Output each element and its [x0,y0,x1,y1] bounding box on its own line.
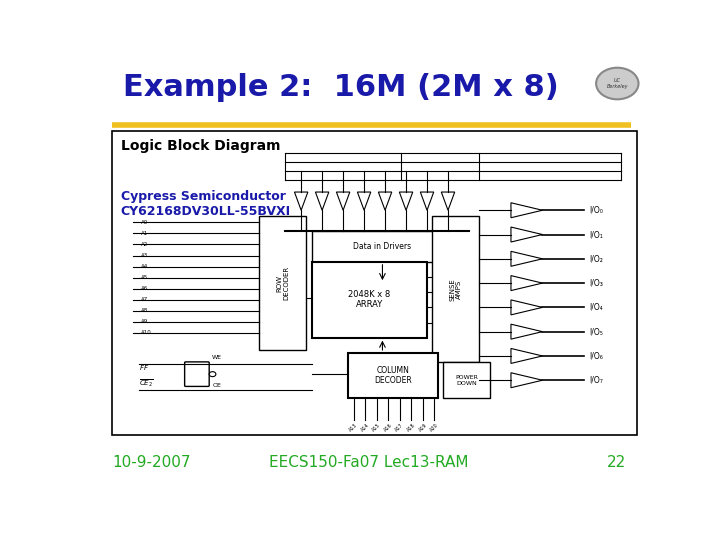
Text: $\overline{FF}$: $\overline{FF}$ [138,363,149,373]
Text: SENSE
AMPS: SENSE AMPS [449,278,462,301]
Text: A7: A7 [141,297,148,302]
Text: A6: A6 [141,286,148,291]
Text: Data in Drivers: Data in Drivers [354,242,412,251]
Text: Logic Block Diagram: Logic Block Diagram [121,139,280,153]
Text: A20: A20 [429,423,439,433]
Text: 2048K x 8
ARRAY: 2048K x 8 ARRAY [348,290,390,309]
Text: A18: A18 [406,423,416,433]
Text: I/O₆: I/O₆ [590,352,603,360]
Text: A10: A10 [141,330,152,335]
Text: POWER
DOWN: POWER DOWN [455,375,478,386]
Text: A4: A4 [141,264,148,269]
Text: 22: 22 [606,455,626,470]
Bar [312,232,454,262]
Text: I/O₀: I/O₀ [590,206,603,215]
Text: A14: A14 [360,423,370,433]
Text: A0: A0 [141,220,148,225]
Text: I/O₇: I/O₇ [590,376,603,384]
Text: EECS150-Fa07 Lec13-RAM: EECS150-Fa07 Lec13-RAM [269,455,469,470]
Text: OE: OE [213,383,222,388]
Text: A3: A3 [141,253,148,258]
Text: I/O₂: I/O₂ [590,254,603,264]
Text: A9: A9 [141,319,148,324]
Text: A1: A1 [141,231,148,236]
Text: A5: A5 [141,275,148,280]
Text: I/O₅: I/O₅ [590,327,603,336]
Text: A13: A13 [348,423,359,433]
Text: UC
Berkeley: UC Berkeley [606,78,628,89]
Bar [432,217,480,362]
Text: I/O₃: I/O₃ [590,279,603,288]
Bar [443,362,490,399]
Circle shape [596,68,639,99]
Text: Example 2:  16M (2M x 8): Example 2: 16M (2M x 8) [124,73,559,102]
Bar [312,262,427,338]
Text: I/O₄: I/O₄ [590,303,603,312]
Bar [259,217,307,350]
Text: 10-9-2007: 10-9-2007 [112,455,191,470]
Text: A8: A8 [141,308,148,313]
Text: $\overline{CE_2}$: $\overline{CE_2}$ [138,377,153,389]
Text: A19: A19 [418,423,428,433]
Text: A17: A17 [395,423,405,433]
Text: ROW
DECODER: ROW DECODER [276,266,289,300]
Text: A16: A16 [383,423,393,433]
Text: WE: WE [212,355,222,361]
Text: I/O₁: I/O₁ [590,230,603,239]
Bar [348,353,438,399]
Text: COLUMN
DECODER: COLUMN DECODER [374,366,412,386]
Text: A2: A2 [141,242,148,247]
Text: Cypress Semiconductor
CY62168DV30LL-55BVXI: Cypress Semiconductor CY62168DV30LL-55BV… [121,190,291,218]
Bar [112,131,636,435]
FancyBboxPatch shape [184,362,210,387]
Text: A15: A15 [372,423,382,433]
